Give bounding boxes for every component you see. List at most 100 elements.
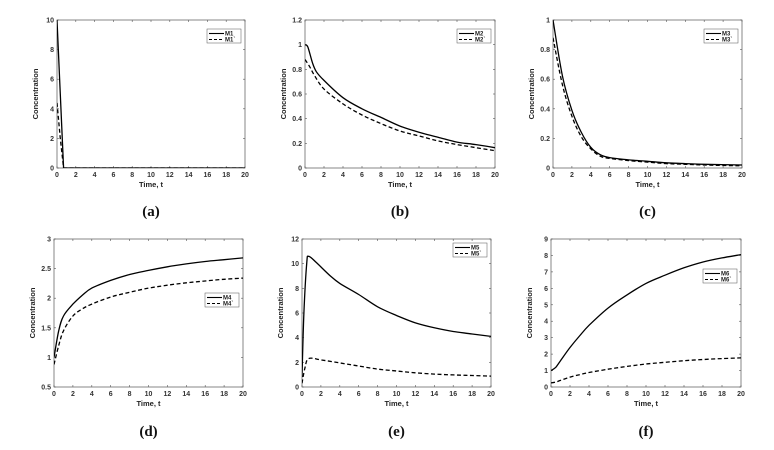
plot-area <box>550 238 742 388</box>
y-tick-label: 12 <box>291 237 299 244</box>
y-tick-label: 1 <box>298 42 302 49</box>
x-tick-label: 18 <box>472 172 480 179</box>
panel-b: 0 2 4 6 8 10 12 14 16 18 20 0 0.2 0.4 0.6 0.8 1 1.2 Time, … <box>279 18 499 221</box>
series-line-m3-prime <box>553 37 742 167</box>
y-axis-label: Concentration <box>527 68 536 119</box>
x-tick-label: 0 <box>303 172 307 179</box>
x-tick-label: 14 <box>182 391 190 398</box>
x-tick-label: 12 <box>415 172 423 179</box>
x-tick-label: 8 <box>376 391 380 398</box>
series-line-m6 <box>551 253 741 372</box>
legend-entry: M1` <box>225 38 235 44</box>
y-tick-label: 0 <box>50 166 54 173</box>
x-tick-label: 8 <box>625 391 629 398</box>
legend-entry: M3 <box>722 32 731 38</box>
y-tick-label: 2 <box>50 136 54 143</box>
y-tick-label: 9 <box>544 237 548 244</box>
x-tick-label: 2 <box>322 172 326 179</box>
series-line-m1 <box>57 20 245 168</box>
y-tick-label: 0 <box>546 166 550 173</box>
y-axis-label: Concentration <box>279 68 288 119</box>
y-tick-label: 4 <box>295 335 299 342</box>
x-tick-label: 6 <box>111 172 115 179</box>
y-tick-label: 8 <box>544 253 548 260</box>
x-tick-label: 6 <box>606 391 610 398</box>
panel-label: (f) <box>639 424 654 440</box>
x-tick-label: 16 <box>204 172 212 179</box>
legend-entry: M5` <box>471 252 481 258</box>
x-tick-label: 12 <box>164 391 172 398</box>
x-tick-label: 16 <box>449 391 457 398</box>
legend-entry: M6 <box>721 272 730 278</box>
x-tick-label: 18 <box>222 172 230 179</box>
x-tick-label: 2 <box>568 391 572 398</box>
legend-entry: M6` <box>721 278 731 284</box>
x-tick-label: 10 <box>644 172 652 179</box>
y-tick-label: 0 <box>295 385 299 392</box>
plot-area <box>56 19 246 169</box>
x-tick-label: 12 <box>166 172 174 179</box>
x-tick-label: 10 <box>393 391 401 398</box>
series-line-m4 <box>54 257 243 358</box>
x-axis-label: Time, t <box>139 180 164 189</box>
y-tick-label: 0.8 <box>540 47 550 54</box>
y-tick-label: 4 <box>50 106 54 113</box>
y-tick-label: 8 <box>50 47 54 54</box>
x-tick-label: 4 <box>589 172 593 179</box>
y-tick-label: 2 <box>295 360 299 367</box>
legend-entry: M3` <box>722 38 732 44</box>
x-tick-label: 2 <box>71 391 75 398</box>
y-tick-label: 1 <box>47 355 51 362</box>
y-tick-label: 3 <box>544 335 548 342</box>
x-tick-label: 10 <box>396 172 404 179</box>
legend-box <box>452 242 488 258</box>
x-tick-label: 14 <box>185 172 193 179</box>
y-axis-label: Concentration <box>276 287 285 338</box>
x-tick-label: 18 <box>468 391 476 398</box>
x-axis-label: Time, t <box>136 399 161 408</box>
y-tick-label: 7 <box>544 269 548 276</box>
x-tick-label: 16 <box>700 172 708 179</box>
x-tick-label: 12 <box>412 391 420 398</box>
x-tick-label: 4 <box>90 391 94 398</box>
x-tick-label: 18 <box>719 172 727 179</box>
x-axis-label: Time, t <box>384 399 409 408</box>
x-tick-label: 12 <box>661 391 669 398</box>
y-tick-label: 0.2 <box>292 141 302 148</box>
x-tick-label: 10 <box>642 391 650 398</box>
x-tick-label: 2 <box>319 391 323 398</box>
x-tick-label: 16 <box>453 172 461 179</box>
x-tick-label: 0 <box>551 172 555 179</box>
plot-area <box>301 238 492 388</box>
x-tick-label: 18 <box>718 391 726 398</box>
x-tick-label: 4 <box>338 391 342 398</box>
series-line-m6-prime <box>551 357 741 384</box>
legend-box <box>206 28 242 44</box>
y-tick-label: 0.2 <box>540 136 550 143</box>
y-tick-label: 1 <box>544 368 548 375</box>
legend-box <box>703 28 739 44</box>
y-tick-label: 1.5 <box>41 325 51 332</box>
x-tick-label: 0 <box>300 391 304 398</box>
y-tick-label: 0.6 <box>292 92 302 99</box>
x-tick-label: 14 <box>430 391 438 398</box>
y-tick-label: 3 <box>47 237 51 244</box>
legend-box <box>702 268 738 284</box>
x-tick-label: 20 <box>738 172 746 179</box>
y-tick-label: 1.2 <box>292 18 302 25</box>
series-line-m4-prime <box>54 277 243 365</box>
y-tick-label: 6 <box>50 77 54 84</box>
panel-label: (e) <box>388 424 405 440</box>
y-tick-label: 5 <box>544 302 548 309</box>
legend-entry: M4 <box>223 296 232 302</box>
y-tick-label: 2 <box>544 352 548 359</box>
x-tick-label: 4 <box>93 172 97 179</box>
y-tick-label: 10 <box>46 18 54 25</box>
x-tick-label: 20 <box>239 391 247 398</box>
series-line-m5-prime <box>302 357 491 384</box>
